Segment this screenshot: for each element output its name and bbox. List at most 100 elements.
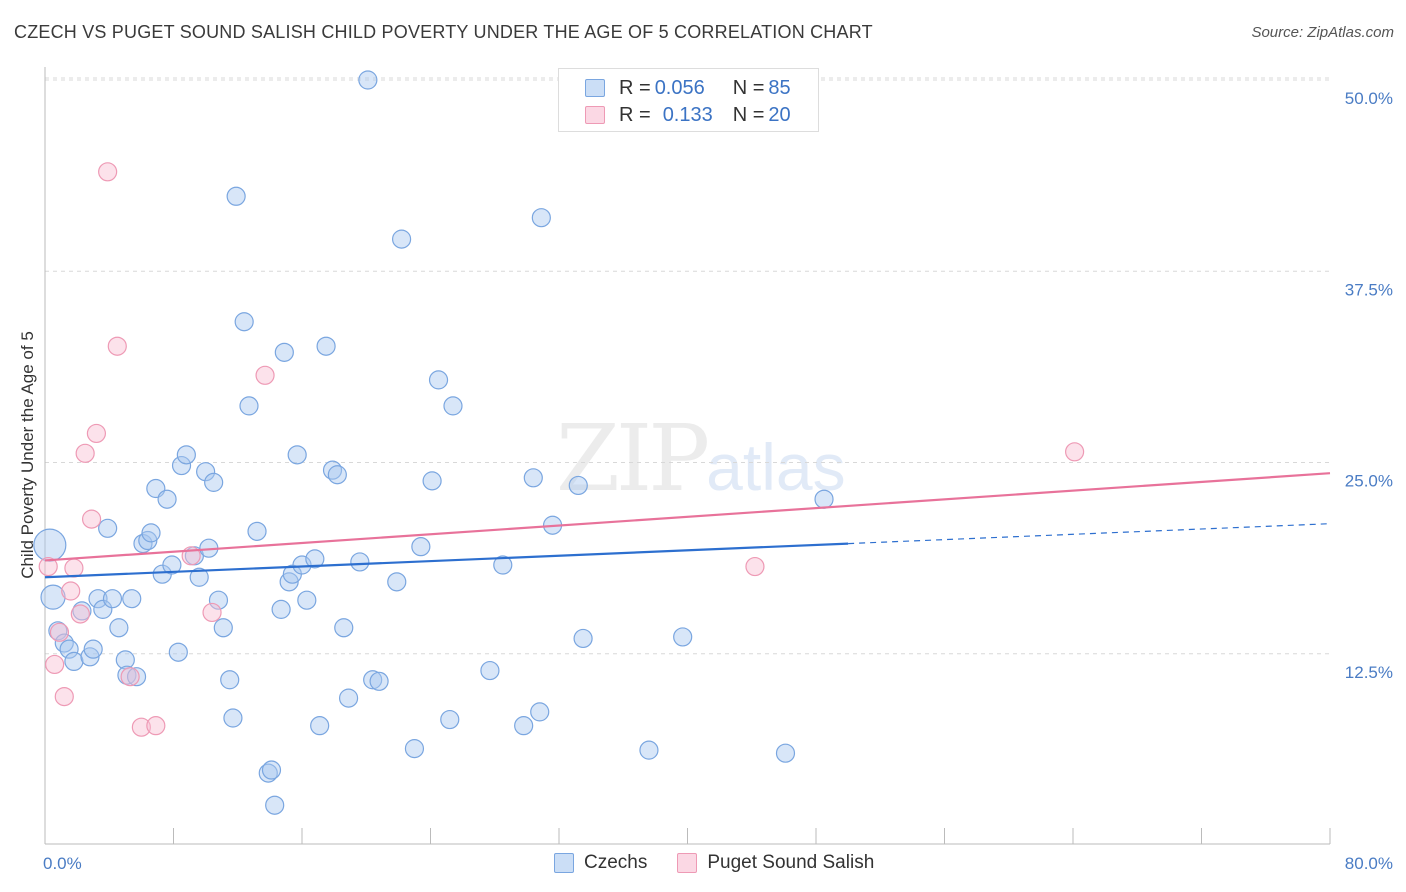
salish-point <box>49 622 70 642</box>
y-tick-label: 37.5% <box>1345 280 1393 299</box>
czech-point <box>814 489 834 509</box>
salish-point <box>107 336 127 356</box>
salish-point <box>745 556 765 577</box>
czech-point <box>404 739 425 759</box>
salish-point <box>1065 442 1085 462</box>
czech-point <box>213 618 233 638</box>
czech-point <box>83 639 103 659</box>
watermark-atlas: atlas <box>706 430 846 504</box>
axis-layer <box>44 67 1331 845</box>
salish-point <box>86 423 107 444</box>
czech-point <box>189 567 209 587</box>
salish-point <box>38 556 58 577</box>
series-swatch-salish <box>677 853 698 873</box>
label-layer: 12.5% 25.0% 37.5% 50.0% 0.0% 80.0% <box>43 89 1393 873</box>
czech-point <box>310 716 330 736</box>
salish-point <box>70 604 90 624</box>
czech-point <box>141 523 161 543</box>
czech-point <box>265 795 285 815</box>
czech-point <box>568 475 588 496</box>
czech-point <box>523 468 543 488</box>
salish-point <box>81 509 102 529</box>
czech-point <box>411 537 431 557</box>
czech-point <box>220 670 240 690</box>
points-layer <box>33 70 1085 815</box>
series-legend: Czechs Puget Sound Salish <box>554 852 904 874</box>
czech-point <box>530 702 550 722</box>
czech-point <box>176 445 196 465</box>
salish-point <box>131 717 151 737</box>
czech-point <box>334 618 354 638</box>
czech-point <box>369 671 389 691</box>
legend-n-value: 85 <box>768 76 791 99</box>
correlation-legend: R = 0.056 N = 85 R = 0.133 N = 20 <box>558 68 819 132</box>
czech-point <box>162 555 182 575</box>
salish-point <box>54 686 74 707</box>
salish-point <box>255 365 275 385</box>
grid-layer <box>45 77 1330 655</box>
legend-n-label: N = <box>732 103 765 126</box>
series-swatch-czechs <box>554 853 574 873</box>
czech-point <box>258 763 278 783</box>
czech-point <box>271 599 291 619</box>
series-legend-item-czechs: Czechs <box>554 852 647 874</box>
czech-point <box>493 555 513 575</box>
czech-point <box>93 599 113 619</box>
czech-point <box>514 716 534 736</box>
chart-title: CZECH VS PUGET SOUND SALISH CHILD POVERT… <box>14 22 873 42</box>
czech-point <box>157 489 177 509</box>
series-label-czechs: Czechs <box>584 852 648 873</box>
czech-point <box>234 312 254 332</box>
y-tick-label: 50.0% <box>1345 89 1393 108</box>
czech-point <box>88 589 108 609</box>
czech-point <box>122 589 142 609</box>
legend-r-value: 0.133 <box>662 103 713 126</box>
series-label-salish: Puget Sound Salish <box>707 852 875 873</box>
czech-point <box>440 709 460 730</box>
czech-point <box>72 601 92 621</box>
czech-point <box>261 760 282 780</box>
czech-trend-extension <box>848 523 1331 545</box>
czech-point <box>673 627 693 647</box>
legend-r-label: R = <box>619 76 651 99</box>
czech-point <box>98 518 118 538</box>
trend-layer <box>44 472 1331 579</box>
czech-point <box>33 528 67 562</box>
salish-point <box>98 162 118 182</box>
y-axis-label: Child Poverty Under the Age of 5 <box>18 331 37 579</box>
czech-point <box>305 549 325 569</box>
czech-point <box>226 186 246 206</box>
czech-point <box>196 462 216 482</box>
legend-r-value: 0.056 <box>654 76 705 99</box>
czech-point <box>40 584 66 610</box>
czech-point <box>171 455 192 476</box>
czech-point <box>208 590 229 610</box>
salish-point <box>61 581 81 601</box>
salish-point <box>120 667 140 687</box>
czech-point <box>239 396 259 416</box>
czech-point <box>775 743 796 763</box>
legend-swatch-czechs <box>585 79 605 97</box>
czech-point <box>247 521 267 541</box>
czech-point <box>391 229 412 249</box>
czech-point <box>358 70 378 90</box>
czech-point <box>59 639 79 659</box>
czech-point <box>363 670 383 690</box>
czech-point <box>64 651 84 672</box>
x-tick-label: 80.0% <box>1345 854 1393 873</box>
czech-point <box>480 660 500 681</box>
czech-point <box>639 740 659 760</box>
series-legend-item-salish: Puget Sound Salish <box>677 852 874 874</box>
source-credit: Source: ZipAtlas.com <box>1251 24 1394 41</box>
czech-point <box>338 688 359 708</box>
czech-point <box>573 628 593 649</box>
legend-r-label: R = <box>619 103 651 126</box>
x-tick-label: 0.0% <box>43 854 82 873</box>
y-tick-label: 25.0% <box>1345 472 1393 491</box>
czech-point <box>350 552 370 572</box>
salish-point <box>146 716 166 736</box>
salish-trend-line <box>44 472 1331 562</box>
czech-point <box>443 396 463 416</box>
